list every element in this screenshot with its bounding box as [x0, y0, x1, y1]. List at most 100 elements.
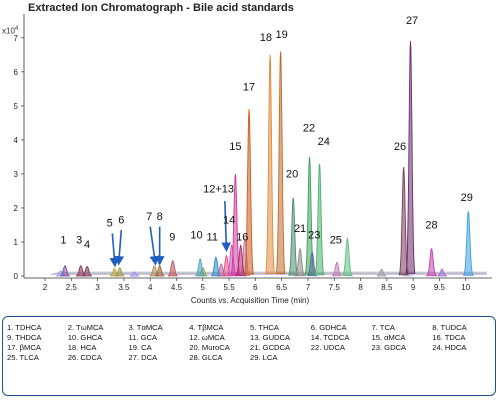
peak-label: 9 — [169, 231, 175, 243]
annotation-arrow — [149, 226, 160, 266]
x-tick-label: 3.5 — [118, 283, 130, 292]
peak-label: 5 — [107, 218, 113, 230]
annotation-arrow — [109, 233, 120, 268]
x-tick-label: 7 — [306, 283, 311, 292]
peak-11 — [210, 256, 221, 277]
peak-label: 14 — [223, 214, 235, 226]
peak-label: 28 — [425, 219, 437, 231]
legend-item: 25. TLCA — [7, 353, 39, 362]
peak-label: 16 — [236, 231, 248, 243]
peak-label: 1 — [60, 235, 66, 247]
peak-18 — [265, 54, 276, 274]
minor-peak — [129, 271, 140, 277]
x-tick-label: 4 — [148, 283, 153, 292]
y-tick-label: 1 — [14, 238, 19, 247]
x-tick-label: 5.5 — [224, 283, 236, 292]
x-tick-label: 6.5 — [276, 283, 288, 292]
peak-label: 26 — [394, 141, 406, 153]
y-tick-label: 6 — [14, 68, 19, 77]
peak-label: 21 — [294, 223, 306, 235]
x-tick-label: 5 — [201, 283, 206, 292]
peak-label: 20 — [286, 168, 298, 180]
y-tick-label: 5 — [14, 102, 19, 111]
legend-item: 7. TCA — [371, 323, 396, 332]
peak-9 — [167, 259, 178, 277]
peak-label: 18 — [260, 32, 272, 44]
legend-item: 22. UDCA — [310, 343, 345, 352]
peak-label: 24 — [318, 136, 330, 148]
x-tick-label: 6 — [253, 283, 258, 292]
legend-item: 27. DCA — [128, 353, 158, 362]
chromatogram-chart: Extracted Ion Chromatograph - Bile acid … — [2, 2, 492, 292]
x-tick-label: 7.5 — [329, 283, 341, 292]
x-tick-label: 8 — [358, 283, 363, 292]
x-axis-label: Counts vs. Acquisition Time (min) — [190, 296, 310, 305]
legend-item: 15. αMCA — [371, 333, 406, 342]
peak-label: 8 — [157, 211, 163, 223]
peak-16 — [234, 244, 247, 277]
peak-label: 10 — [190, 230, 202, 242]
legend-item: 11. GCA — [128, 333, 158, 342]
legend-item: 12. ωMCA — [189, 333, 225, 342]
legend-item: 18. HCA — [67, 343, 97, 352]
peak-label: 29 — [461, 192, 473, 204]
peak-8 — [154, 265, 165, 277]
peak-label: 4 — [84, 239, 90, 251]
compound-legend: 1. TDHCA 2. TωMCA 3. TαMCA 4. TβMCA 5. THCA 6… — [2, 316, 496, 396]
x-tick-label: 2 — [43, 283, 48, 292]
legend-item: 21. GCDCA — [250, 343, 291, 352]
peak-24 — [314, 163, 325, 276]
legend-item: 9. THDCA — [7, 333, 42, 342]
legend-item: 8. TUDCA — [432, 323, 467, 332]
legend-item: 20. MuroCA — [189, 343, 230, 352]
x-tick-label: 2.5 — [66, 283, 78, 292]
legend-item: 5. THCA — [250, 323, 279, 332]
peak-label: 19 — [276, 29, 288, 41]
peak-label: 25 — [330, 235, 342, 247]
peak-label: 6 — [118, 214, 124, 226]
legend-item: 16. TDCA — [432, 333, 466, 342]
legend-item: 24. HDCA — [432, 343, 467, 352]
peak-17 — [244, 109, 255, 275]
peak-6 — [114, 267, 125, 277]
legend-item: 13. GUDCA — [250, 333, 291, 342]
peak-4 — [82, 265, 92, 277]
peak-21 — [293, 247, 307, 277]
legend-item: 10. GHCA — [67, 333, 103, 342]
peak-25 — [331, 261, 342, 277]
legend-item: 29. LCA — [250, 353, 278, 362]
peak-label: 17 — [243, 82, 255, 94]
legend-item: 2. TωMCA — [67, 323, 104, 332]
annotation-arrow — [114, 230, 125, 266]
legend-item: 23. GDCA — [371, 343, 407, 352]
legend-item: 19. CA — [128, 343, 152, 352]
legend-item: 6. GDHCA — [310, 323, 347, 332]
y-multiplier-base: x10 — [2, 26, 15, 36]
peak-27 — [405, 41, 416, 274]
minor-peak — [437, 268, 447, 277]
annotation-arrow — [221, 201, 231, 253]
peak-20 — [288, 197, 299, 276]
x-tick-label: 3 — [95, 283, 100, 292]
peak-label: 11 — [207, 231, 218, 243]
peak-label: 15 — [229, 141, 241, 153]
minor-peak — [341, 237, 354, 277]
peak-29 — [462, 211, 474, 276]
peak-1 — [60, 265, 70, 277]
peak-19 — [275, 51, 286, 274]
chart-title: Extracted Ion Chromatograph - Bile acid … — [28, 2, 294, 14]
legend-item: 4. TβMCA — [189, 323, 224, 332]
y-tick-label: 2 — [14, 204, 19, 213]
legend-item: 1. TDHCA — [7, 323, 42, 332]
x-tick-label: 9.5 — [434, 283, 446, 292]
legend-item: 26. CDCA — [67, 353, 102, 362]
y-tick-label: 3 — [14, 170, 19, 179]
legend-grid: 1. TDHCA 2. TωMCA 3. TαMCA 4. TβMCA 5. THCA 6… — [7, 323, 493, 362]
x-tick-label: 10 — [461, 283, 470, 292]
y-tick-label: 7 — [14, 34, 19, 43]
peak-label: 23 — [308, 230, 320, 242]
x-tick-label: 4.5 — [171, 283, 183, 292]
legend-item: 14. TCDCA — [310, 333, 350, 342]
x-tick-label: 8.5 — [381, 283, 393, 292]
